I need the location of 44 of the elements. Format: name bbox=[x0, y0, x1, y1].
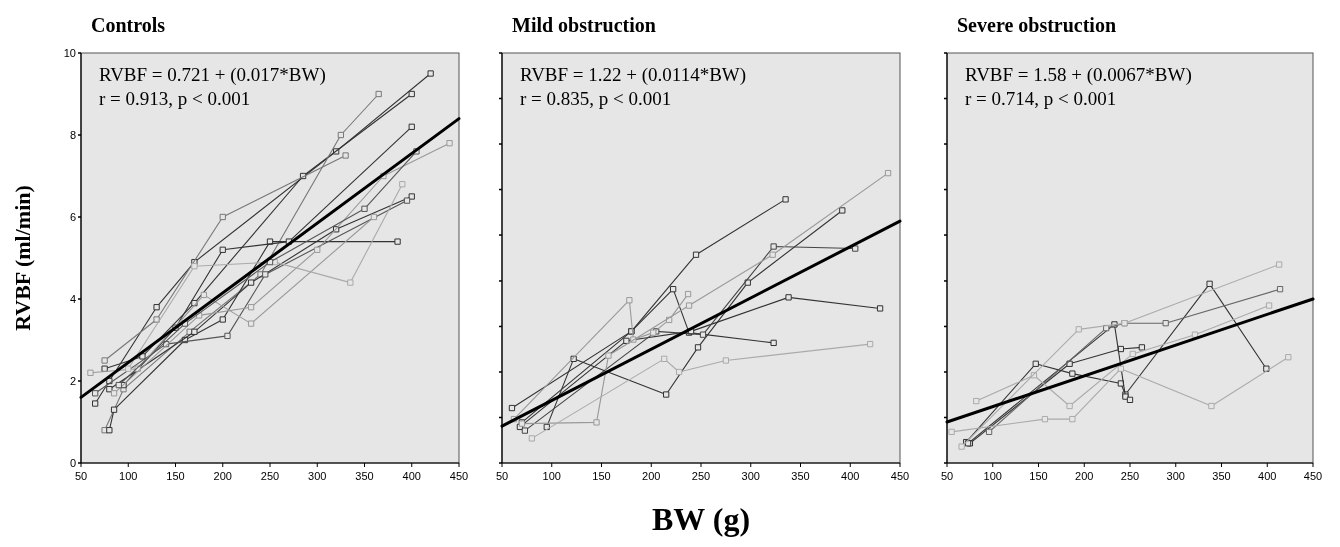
x-tick-label: 450 bbox=[890, 470, 910, 482]
chart-title: Mild obstruction bbox=[512, 14, 656, 36]
x-tick-label: 200 bbox=[642, 470, 661, 482]
x-tick-label: 150 bbox=[166, 470, 185, 482]
chart-title: Controls bbox=[91, 14, 166, 36]
annotation: r = 0.835, p < 0.001 bbox=[520, 88, 672, 109]
x-tick-label: 300 bbox=[741, 470, 760, 482]
x-tick-label: 350 bbox=[1212, 470, 1231, 482]
annotation: r = 0.714, p < 0.001 bbox=[965, 88, 1117, 109]
chart-title: Severe obstruction bbox=[957, 14, 1117, 36]
x-tick-label: 250 bbox=[1120, 470, 1140, 482]
annotation: r = 0.913, p < 0.001 bbox=[99, 88, 251, 109]
y-tick-label: 8 bbox=[69, 129, 76, 141]
y-tick-label: 2 bbox=[69, 375, 76, 387]
x-tick-label: 400 bbox=[841, 470, 860, 482]
x-tick-label: 250 bbox=[691, 470, 711, 482]
annotation: RVBF = 0.721 + (0.017*BW) bbox=[99, 64, 326, 86]
annotation: RVBF = 1.22 + (0.0114*BW) bbox=[520, 64, 747, 86]
x-axis-title: BW (g) bbox=[651, 501, 751, 537]
x-tick-label: 200 bbox=[213, 470, 232, 482]
x-tick-label: 200 bbox=[1075, 470, 1094, 482]
y-tick-label: 10 bbox=[63, 47, 76, 59]
x-tick-label: 150 bbox=[592, 470, 611, 482]
x-tick-label: 350 bbox=[791, 470, 810, 482]
x-tick-label: 100 bbox=[983, 470, 1002, 482]
x-tick-label: 100 bbox=[119, 470, 138, 482]
x-tick-label: 450 bbox=[1303, 470, 1323, 482]
y-tick-label: 0 bbox=[69, 457, 76, 469]
y-tick-label: 6 bbox=[69, 211, 76, 223]
x-tick-label: 450 bbox=[449, 470, 469, 482]
x-tick-label: 50 bbox=[74, 470, 88, 482]
x-tick-label: 400 bbox=[1258, 470, 1277, 482]
x-tick-label: 50 bbox=[495, 470, 509, 482]
x-tick-label: 350 bbox=[355, 470, 374, 482]
x-tick-label: 300 bbox=[308, 470, 327, 482]
x-tick-label: 50 bbox=[940, 470, 954, 482]
x-tick-label: 150 bbox=[1029, 470, 1048, 482]
x-tick-label: 250 bbox=[260, 470, 280, 482]
annotation: RVBF = 1.58 + (0.0067*BW) bbox=[965, 64, 1192, 86]
x-tick-label: 100 bbox=[542, 470, 561, 482]
y-tick-label: 4 bbox=[69, 293, 76, 305]
x-tick-label: 300 bbox=[1166, 470, 1185, 482]
x-tick-label: 400 bbox=[402, 470, 421, 482]
y-axis-title: RVBF (ml/min) bbox=[10, 185, 35, 331]
